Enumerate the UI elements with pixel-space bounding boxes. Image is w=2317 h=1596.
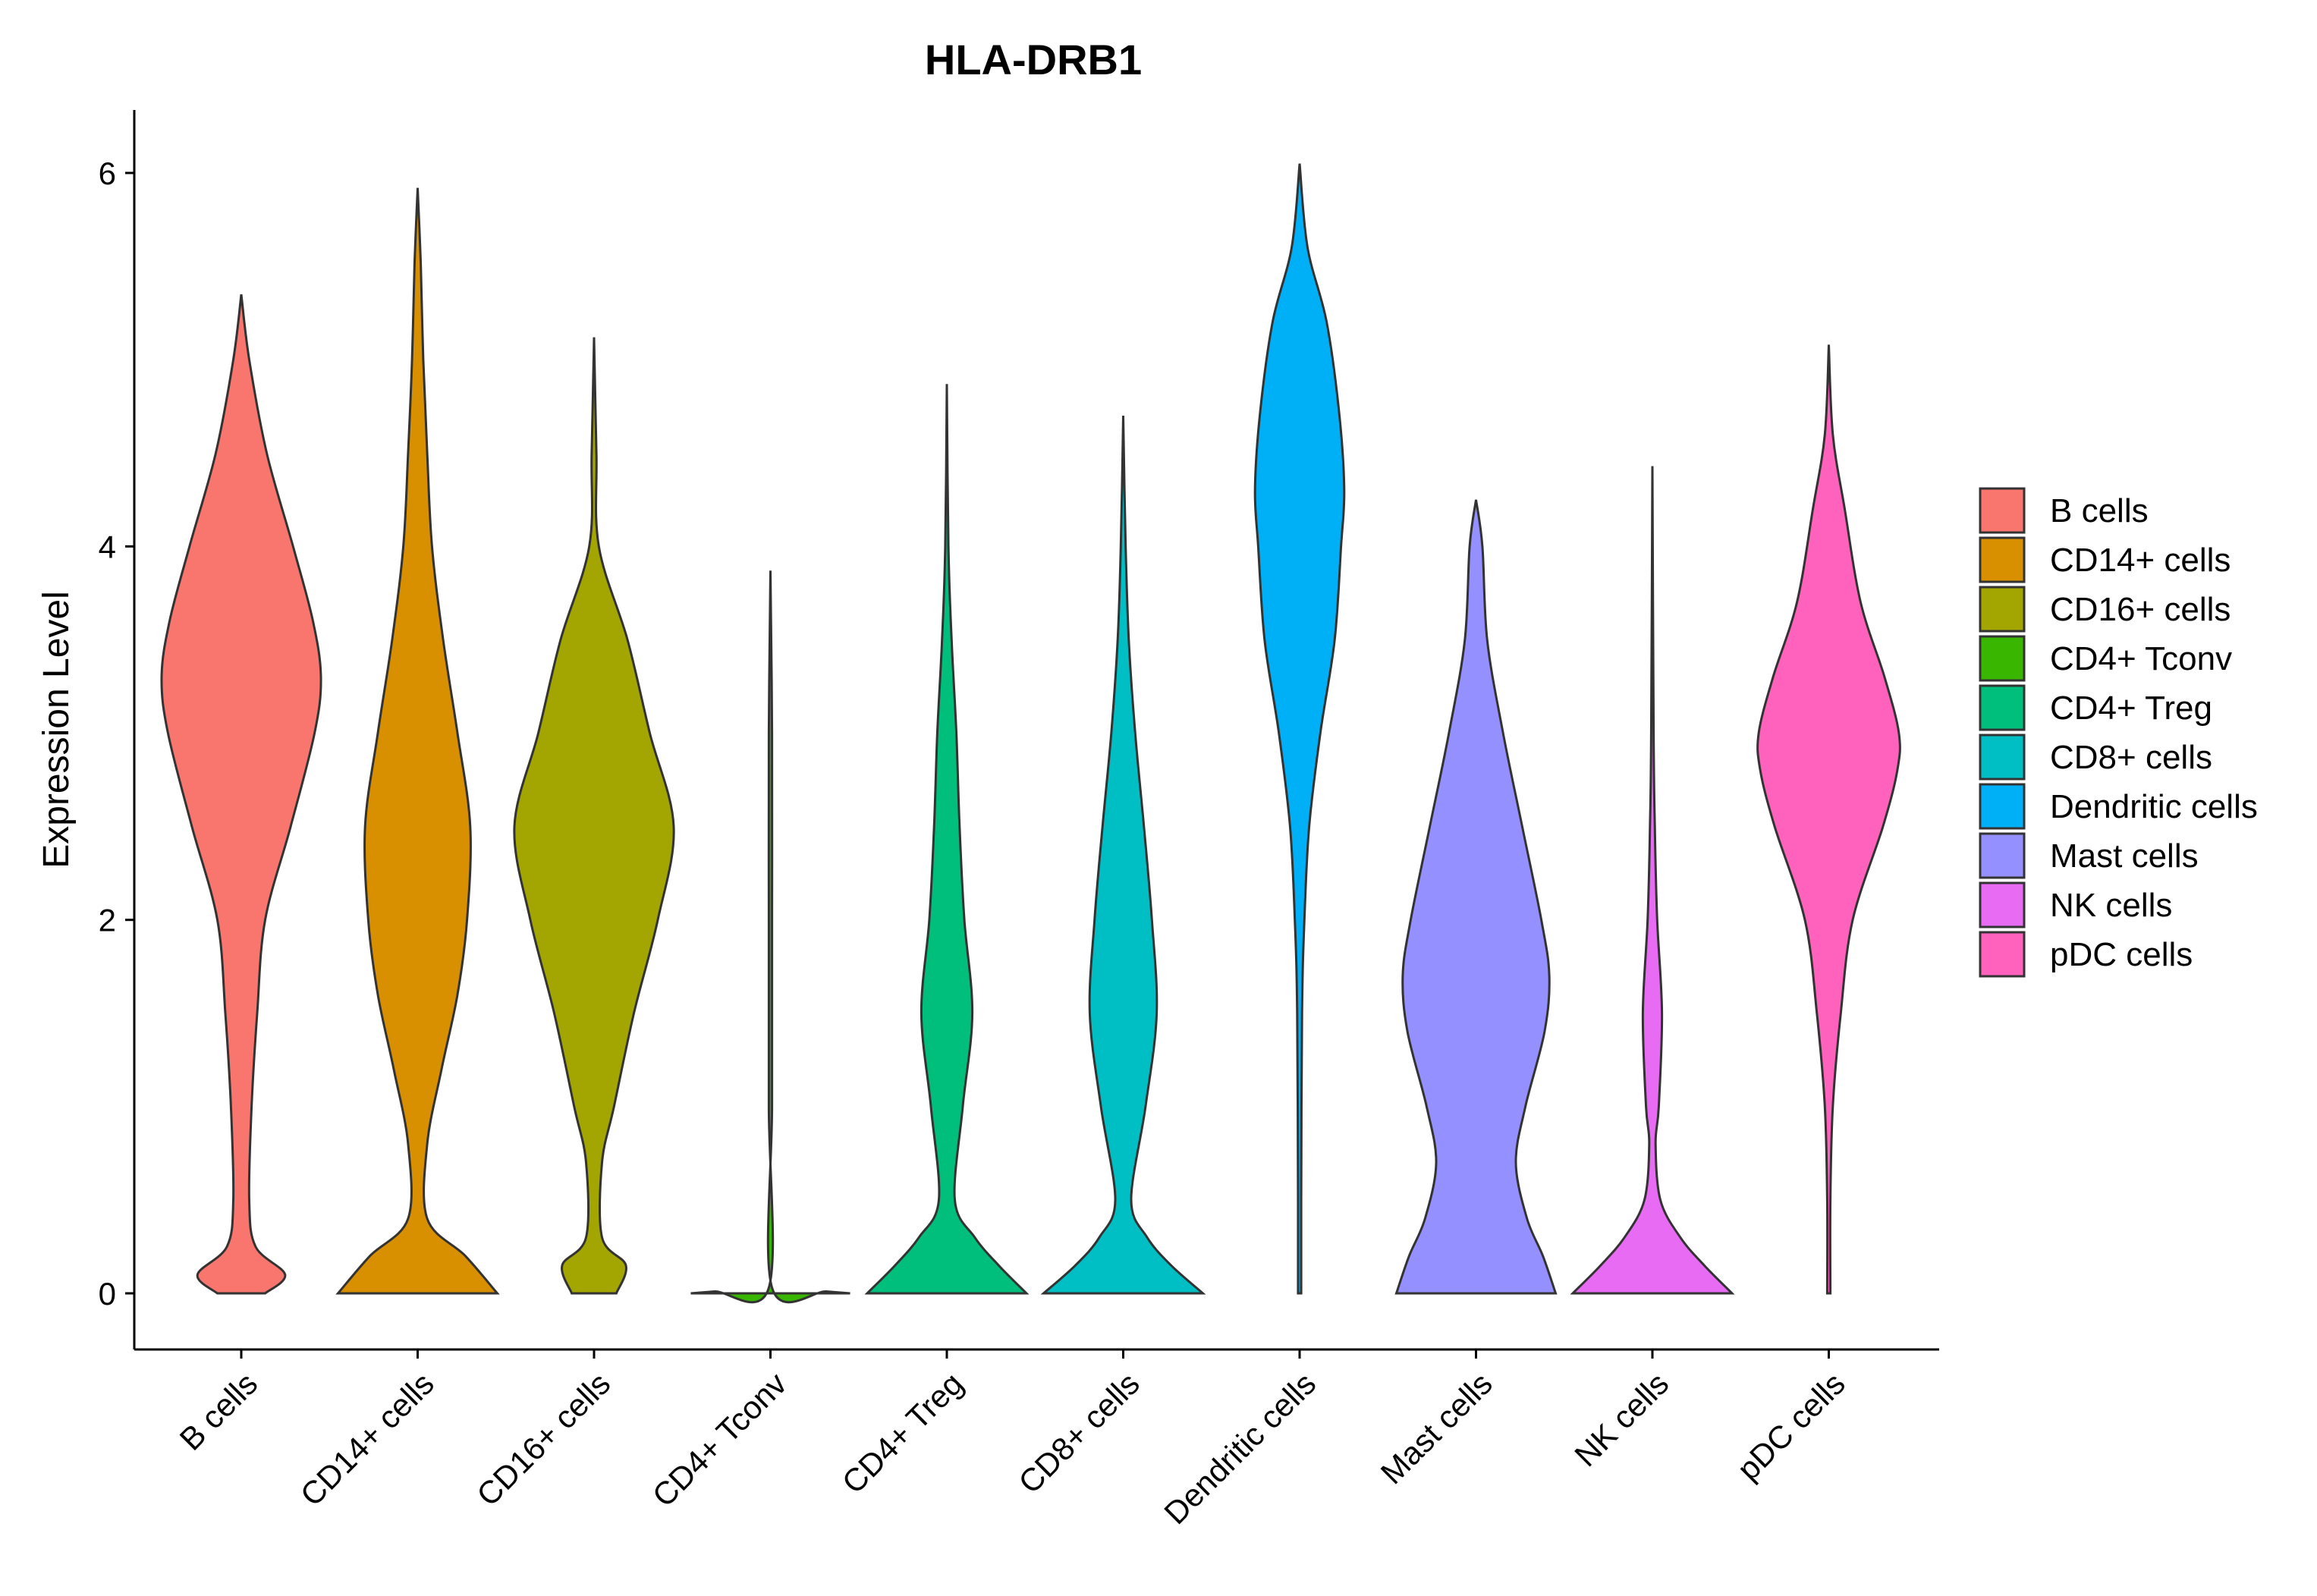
legend-label: B cells [2050,492,2149,529]
x-tick-label: Mast cells [1374,1365,1499,1491]
legend: B cells CD14+ cells CD16+ cells CD4+ Tconv C… [1979,487,2258,978]
plot-area: 0 2 4 6 B cells CD14+ cells CD16+ cells CD4+ Tc… [99,110,1939,1531]
violin-cd8-cells [1040,415,1206,1295]
legend-label: NK cells [2050,887,2172,924]
legend-label: Dendritic cells [2050,788,2258,825]
x-tick-label: CD4+ Treg [835,1365,970,1500]
chart-title: HLA-DRB1 [925,36,1142,83]
y-axis-title: Expression Level [36,591,77,869]
violin-nk-cells [1570,466,1735,1295]
legend-label: CD16+ cells [2050,591,2231,628]
violin-mast-cells [1394,499,1558,1295]
violin-dendritic-cells [1253,163,1346,1295]
legend-key [1979,734,2026,781]
legend-label: CD14+ cells [2050,542,2231,579]
legend-key [1979,931,2026,978]
legend-label: CD4+ Tconv [2050,640,2232,677]
y-tick-label: 6 [99,156,116,191]
legend-key [1979,783,2026,830]
x-tick-label: CD14+ cells [294,1365,441,1513]
x-tick-label: CD16+ cells [470,1365,617,1513]
violin-pdc-cells [1756,344,1901,1295]
legend-key [1979,881,2026,928]
legend-key [1979,586,2026,633]
y-tick-label: 2 [99,903,116,938]
legend-label: CD4+ Treg [2050,690,2212,727]
violin-cd16-cells [513,337,675,1295]
violin-cd4-tconv [690,570,850,1304]
legend-label: Mast cells [2050,837,2199,875]
x-tick-label: CD4+ Tconv [646,1365,794,1513]
y-tick-label: 4 [99,529,116,564]
legend-key [1979,536,2026,583]
legend-label: CD8+ cells [2050,739,2212,776]
x-tick-label: Dendritic cells [1157,1365,1322,1531]
violin-b-cells [160,294,322,1295]
x-tick-label: pDC cells [1731,1365,1852,1487]
y-tick-label: 0 [99,1276,116,1312]
legend-key [1979,684,2026,731]
legend-key [1979,832,2026,879]
violin-cd14-cells [335,187,500,1295]
legend-key [1979,487,2026,534]
x-tick-label: NK cells [1567,1365,1675,1473]
x-tick-label: CD8+ cells [1011,1365,1146,1500]
legend-label: pDC cells [2050,936,2193,973]
x-tick-label: B cells [173,1365,265,1457]
legend-key [1979,635,2026,682]
violin-cd4-treg [864,384,1030,1295]
